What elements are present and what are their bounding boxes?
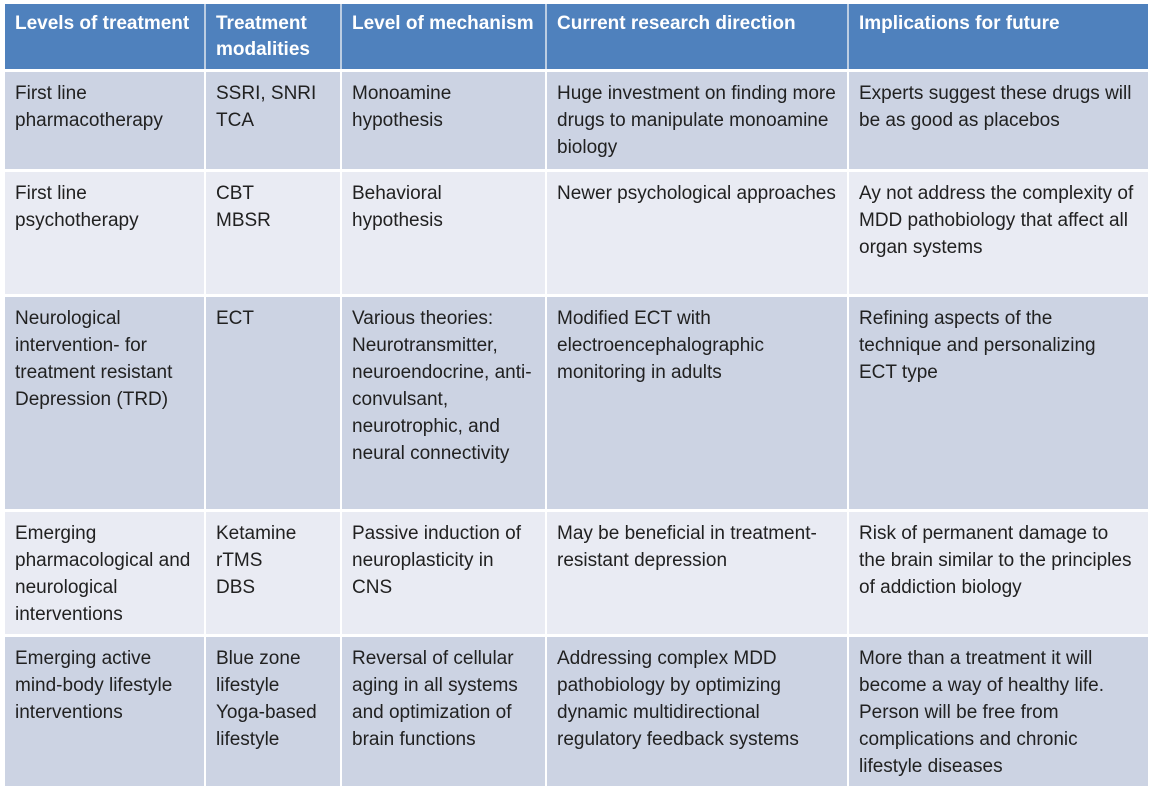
table-cell: Behavioral hypothesis	[340, 169, 545, 294]
table-cell: Reversal of cellular aging in all system…	[340, 634, 545, 786]
column-header-levels-of-treatment: Levels of treatment	[5, 4, 204, 69]
column-header-current-research-direction: Current research direction	[545, 4, 847, 69]
table-cell: Newer psychological approaches	[545, 169, 847, 294]
table-cell: Blue zone lifestyle Yoga-based lifestyle	[204, 634, 340, 786]
table-cell: Emerging pharmacological and neurologica…	[5, 509, 204, 634]
table-cell: Experts suggest these drugs will be as g…	[847, 69, 1148, 169]
table-cell: Risk of permanent damage to the brain si…	[847, 509, 1148, 634]
table-cell: Emerging active mind-body lifestyle inte…	[5, 634, 204, 786]
table-cell: More than a treatment it will become a w…	[847, 634, 1148, 786]
table-cell: Ay not address the complexity of MDD pat…	[847, 169, 1148, 294]
table-cell: Monoamine hypothesis	[340, 69, 545, 169]
table-cell: Modified ECT with electroencephalographi…	[545, 294, 847, 509]
table-cell: May be beneficial in treatment-resistant…	[545, 509, 847, 634]
table-cell: First line psychotherapy	[5, 169, 204, 294]
table-cell: Ketamine rTMS DBS	[204, 509, 340, 634]
table-cell: Huge investment on finding more drugs to…	[545, 69, 847, 169]
table-cell: ECT	[204, 294, 340, 509]
table-cell: Addressing complex MDD pathobiology by o…	[545, 634, 847, 786]
column-header-treatment-modalities: Treatment modalities	[204, 4, 340, 69]
treatment-table: Levels of treatment Treatment modalities…	[5, 4, 1148, 786]
column-header-implications-for-future: Implications for future	[847, 4, 1148, 69]
table-cell: Various theories: Neurotransmitter, neur…	[340, 294, 545, 509]
table-cell: Neurological intervention- for treatment…	[5, 294, 204, 509]
table-cell: First line pharmacotherapy	[5, 69, 204, 169]
table-cell: CBT MBSR	[204, 169, 340, 294]
table-cell: SSRI, SNRI TCA	[204, 69, 340, 169]
column-header-level-of-mechanism: Level of mechanism	[340, 4, 545, 69]
table-cell: Refining aspects of the technique and pe…	[847, 294, 1148, 509]
table-cell: Passive induction of neuroplasticity in …	[340, 509, 545, 634]
